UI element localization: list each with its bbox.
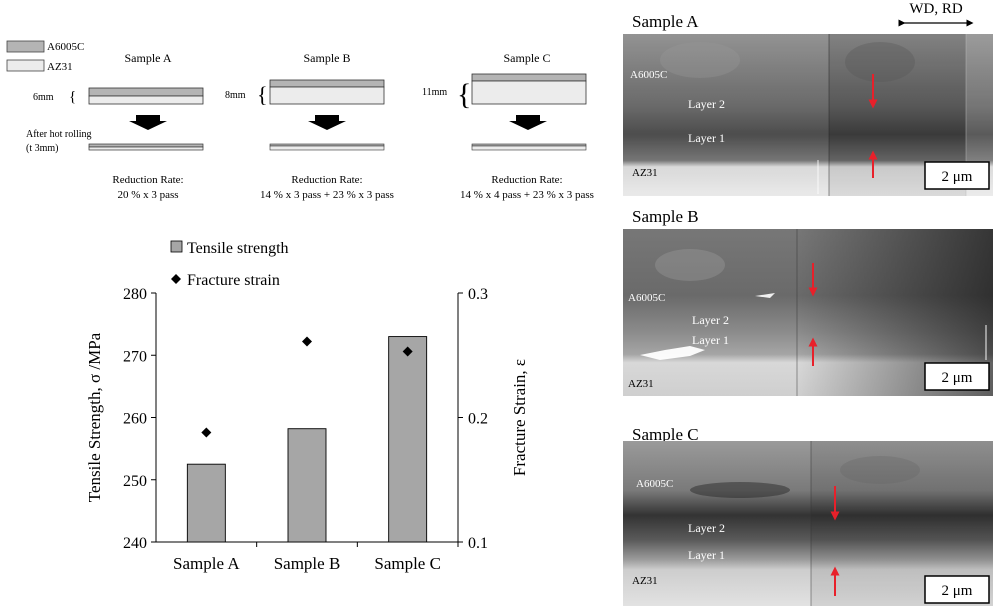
rolled-b-bottom — [269, 145, 385, 151]
y-tick-label: 280 — [123, 286, 147, 303]
legend-label-fracture: Fracture strain — [187, 272, 280, 289]
chart-tick-labels: 240 250 260 270 280 0.1 0.2 0.3 Sample A Sample B… — [123, 286, 488, 573]
label-layer1-c: Layer 1 — [688, 548, 725, 562]
label-layer1-a: Layer 1 — [688, 131, 725, 145]
thickness-label-a: 6mm — [33, 92, 54, 103]
plate-b-bottom — [269, 86, 385, 105]
chart-legend: Tensile strength Fracture strain — [170, 240, 289, 289]
y-tick-label: 250 — [123, 473, 147, 490]
legend-swatch-bottom — [6, 59, 45, 72]
rolled-b-top — [269, 143, 385, 147]
schematic: A6005C AZ31 Sample A 6mm { After hot rol… — [6, 40, 594, 201]
plate-c-top — [471, 73, 587, 82]
rolled-c-bottom — [471, 145, 587, 151]
plate-a-top — [88, 87, 204, 97]
rolled-a-top — [88, 143, 204, 148]
label-a6005c-a: A6005C — [630, 69, 667, 81]
label-layer2-c: Layer 2 — [688, 521, 725, 535]
y2-tick-label: 0.2 — [468, 411, 488, 428]
bar-3 — [388, 336, 428, 543]
arrow-down-icon — [308, 115, 346, 130]
schematic-title-b: Sample B — [304, 51, 351, 65]
legend-label-top: A6005C — [47, 41, 84, 53]
label-az31-b: AZ31 — [628, 378, 654, 390]
arrow-down-icon — [509, 115, 547, 130]
micrograph-a: A6005C Layer 2 Layer 1 AZ31 2 μm — [623, 34, 993, 196]
point-2 — [302, 336, 312, 347]
label-a6005c-c: A6005C — [636, 478, 673, 490]
legend-diamond-swatch — [171, 274, 181, 284]
thickness-label-b: 8mm — [225, 90, 246, 101]
reduction-a-line1: Reduction Rate: — [112, 174, 183, 186]
y2-tick-label: 0.1 — [468, 535, 488, 552]
label-layer2-b: Layer 2 — [692, 313, 729, 327]
micrograph-title-b: Sample B — [632, 207, 699, 226]
label-a6005c-b: A6005C — [628, 292, 665, 304]
micrograph-b: A6005C Layer 2 Layer 1 AZ31 2 μm — [623, 229, 993, 396]
scale-bar-c — [924, 575, 990, 604]
point-3 — [402, 346, 413, 357]
thickness-label-c: 11mm — [422, 87, 447, 98]
plate-a-bottom — [88, 95, 204, 105]
point-1 — [201, 427, 212, 438]
x-tick-label: Sample C — [374, 554, 441, 573]
reduction-b-line2: 14 % x 3 pass + 23 % x 3 pass — [260, 189, 394, 201]
bar-2 — [287, 428, 327, 543]
scale-bar-a — [924, 161, 990, 190]
y2-tick-label: 0.3 — [468, 286, 488, 303]
x-tick-label: Sample B — [274, 554, 341, 573]
schematic-title-a: Sample A — [125, 51, 172, 65]
y-axis-label: Tensile Strength, σ /MPa — [85, 332, 104, 502]
y2-axis-label: Fracture Strain, ε — [510, 359, 529, 476]
brace-b: { — [257, 82, 268, 107]
reduction-c-line2: 14 % x 4 pass + 23 % x 3 pass — [460, 189, 594, 201]
brace-a: { — [69, 89, 76, 105]
chart-points — [201, 336, 413, 438]
reduction-b-line1: Reduction Rate: — [291, 174, 362, 186]
plate-b-top — [269, 79, 385, 88]
label-az31-a: AZ31 — [632, 167, 658, 179]
micrograph-title-c: Sample C — [632, 425, 699, 444]
plate-c-bottom — [471, 80, 587, 105]
arrow-down-icon — [129, 115, 167, 130]
scale-label-c: 2 μm — [942, 583, 973, 599]
scale-label-b: 2 μm — [942, 370, 973, 386]
after-thickness-label: (t 3mm) — [26, 143, 59, 154]
label-az31-c: AZ31 — [632, 575, 658, 587]
y-tick-label: 240 — [123, 535, 147, 552]
micrograph-c: A6005C Layer 2 Layer 1 AZ31 2 μm — [623, 441, 993, 606]
schematic-title-c: Sample C — [504, 51, 551, 65]
reduction-a-line2: 20 % x 3 pass — [117, 189, 178, 201]
rolled-c-top — [471, 143, 587, 147]
rolled-a-bottom — [88, 146, 204, 151]
micrograph-title-a: Sample A — [632, 12, 699, 31]
legend-bar-swatch — [170, 240, 183, 253]
bar-1 — [186, 463, 226, 543]
legend-swatch-top — [6, 40, 45, 53]
label-layer1-b: Layer 1 — [692, 333, 729, 347]
micrographs: WD, RD Sample A A6005C Layer 2 Layer 1 A… — [623, 1, 993, 606]
brace-c: { — [457, 78, 471, 111]
y-tick-label: 270 — [123, 348, 147, 365]
scale-label-a: 2 μm — [942, 169, 973, 185]
y-tick-label: 260 — [123, 411, 147, 428]
direction-label: WD, RD — [909, 1, 962, 17]
after-rolling-label: After hot rolling — [26, 129, 92, 140]
chart-bars — [186, 336, 428, 543]
x-tick-label: Sample A — [173, 554, 240, 573]
legend-label-tensile: Tensile strength — [187, 240, 289, 257]
reduction-c-line1: Reduction Rate: — [491, 174, 562, 186]
scale-bar-b — [924, 362, 990, 391]
label-layer2-a: Layer 2 — [688, 97, 725, 111]
legend-label-bottom: AZ31 — [47, 61, 73, 73]
chart: Tensile strength Fracture strain 2402502… — [85, 240, 529, 573]
